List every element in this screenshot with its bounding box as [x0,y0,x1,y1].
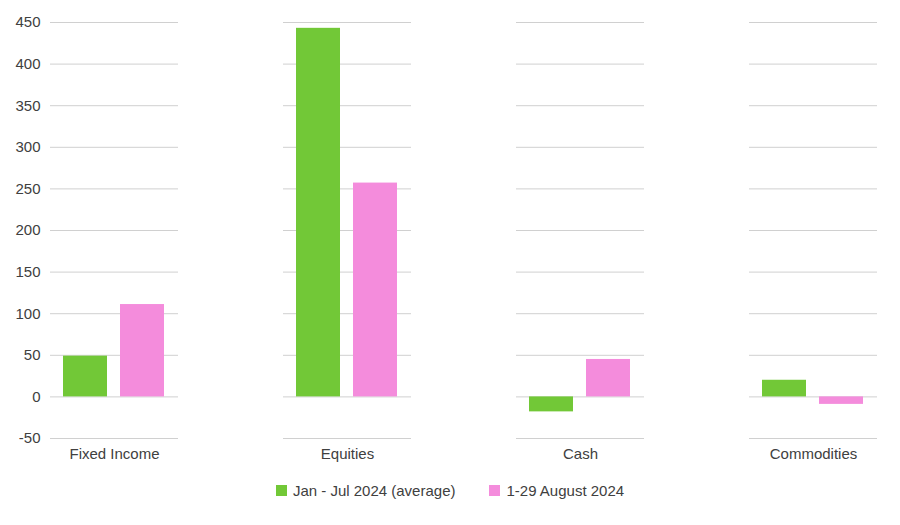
svg-text:Cash: Cash [563,445,598,462]
svg-text:450: 450 [15,13,40,30]
svg-text:Fixed Income: Fixed Income [69,445,159,462]
svg-text:100: 100 [15,305,40,322]
svg-text:150: 150 [15,263,40,280]
html-text:1-29 August 2024: 1-29 August 2024 [506,482,625,499]
svg-text:-50: -50 [19,429,41,446]
svg-text:300: 300 [15,138,40,155]
svg-text:350: 350 [15,97,40,114]
svg-text:50: 50 [24,346,41,363]
svg-text:Commodities: Commodities [770,445,858,462]
svg-text:0: 0 [32,388,40,405]
svg-text:Equities: Equities [321,445,374,462]
svg-text:400: 400 [15,55,40,72]
html-text:Jan - Jul 2024 (average): Jan - Jul 2024 (average) [292,482,456,499]
svg-text:200: 200 [15,221,40,238]
svg-text:250: 250 [15,180,40,197]
